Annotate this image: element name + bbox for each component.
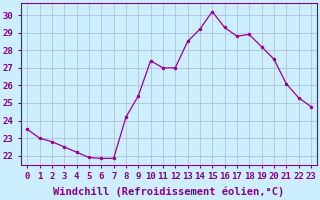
X-axis label: Windchill (Refroidissement éolien,°C): Windchill (Refroidissement éolien,°C) bbox=[53, 187, 285, 197]
